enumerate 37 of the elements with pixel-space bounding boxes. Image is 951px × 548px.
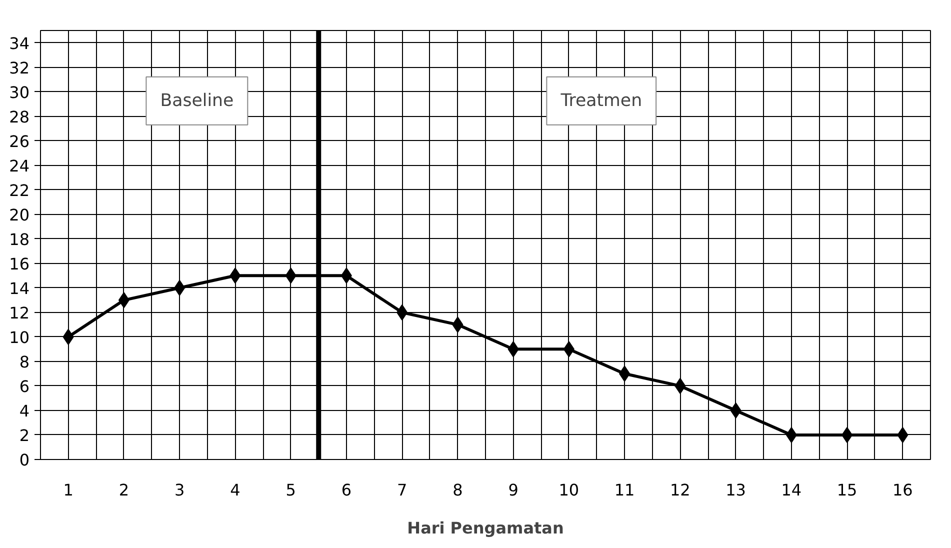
x-tick-label: 15	[836, 480, 858, 500]
y-tick-label: 4	[19, 401, 30, 420]
y-tick-label: 22	[9, 180, 30, 200]
x-tick-label: 11	[614, 480, 635, 500]
x-tick-label: 6	[341, 480, 352, 500]
annotation: Baseline	[160, 90, 234, 111]
x-tick-label: 9	[508, 480, 518, 500]
y-tick-label: 16	[9, 254, 30, 274]
y-tick-label: 12	[9, 303, 30, 322]
x-tick-label: 16	[892, 480, 913, 500]
x-tick-label: 8	[452, 480, 463, 500]
x-axis-title: Hari Pengamatan	[407, 518, 564, 538]
y-tick-label: 10	[9, 328, 30, 347]
y-tick-label: 24	[9, 156, 30, 176]
x-tick-label: 7	[396, 480, 408, 500]
y-tick-label: 14	[9, 278, 30, 298]
x-tick-label: 12	[670, 480, 690, 500]
x-tick-label: 14	[781, 480, 802, 500]
y-tick-label: 34	[9, 34, 30, 53]
y-tick-label: 28	[9, 107, 30, 126]
y-tick-label: 20	[9, 205, 30, 224]
y-tick-label: 32	[9, 58, 30, 78]
x-tick-label: 4	[230, 480, 240, 500]
x-tick-label: 1	[63, 480, 74, 500]
y-tick-label: 8	[19, 352, 30, 372]
annotation: Treatmen	[560, 90, 642, 111]
y-tick-label: 30	[9, 82, 30, 102]
y-tick-label: 0	[19, 450, 30, 470]
x-tick-label: 5	[286, 480, 296, 500]
y-tick-label: 26	[9, 132, 30, 151]
y-tick-label: 6	[19, 376, 30, 396]
x-tick-label: 13	[726, 480, 746, 500]
x-tick-label: 10	[558, 480, 580, 500]
x-tick-label: 2	[118, 480, 130, 500]
y-tick-label: 18	[9, 230, 30, 249]
x-tick-label: 3	[174, 480, 185, 500]
y-tick-label: 2	[19, 426, 30, 445]
